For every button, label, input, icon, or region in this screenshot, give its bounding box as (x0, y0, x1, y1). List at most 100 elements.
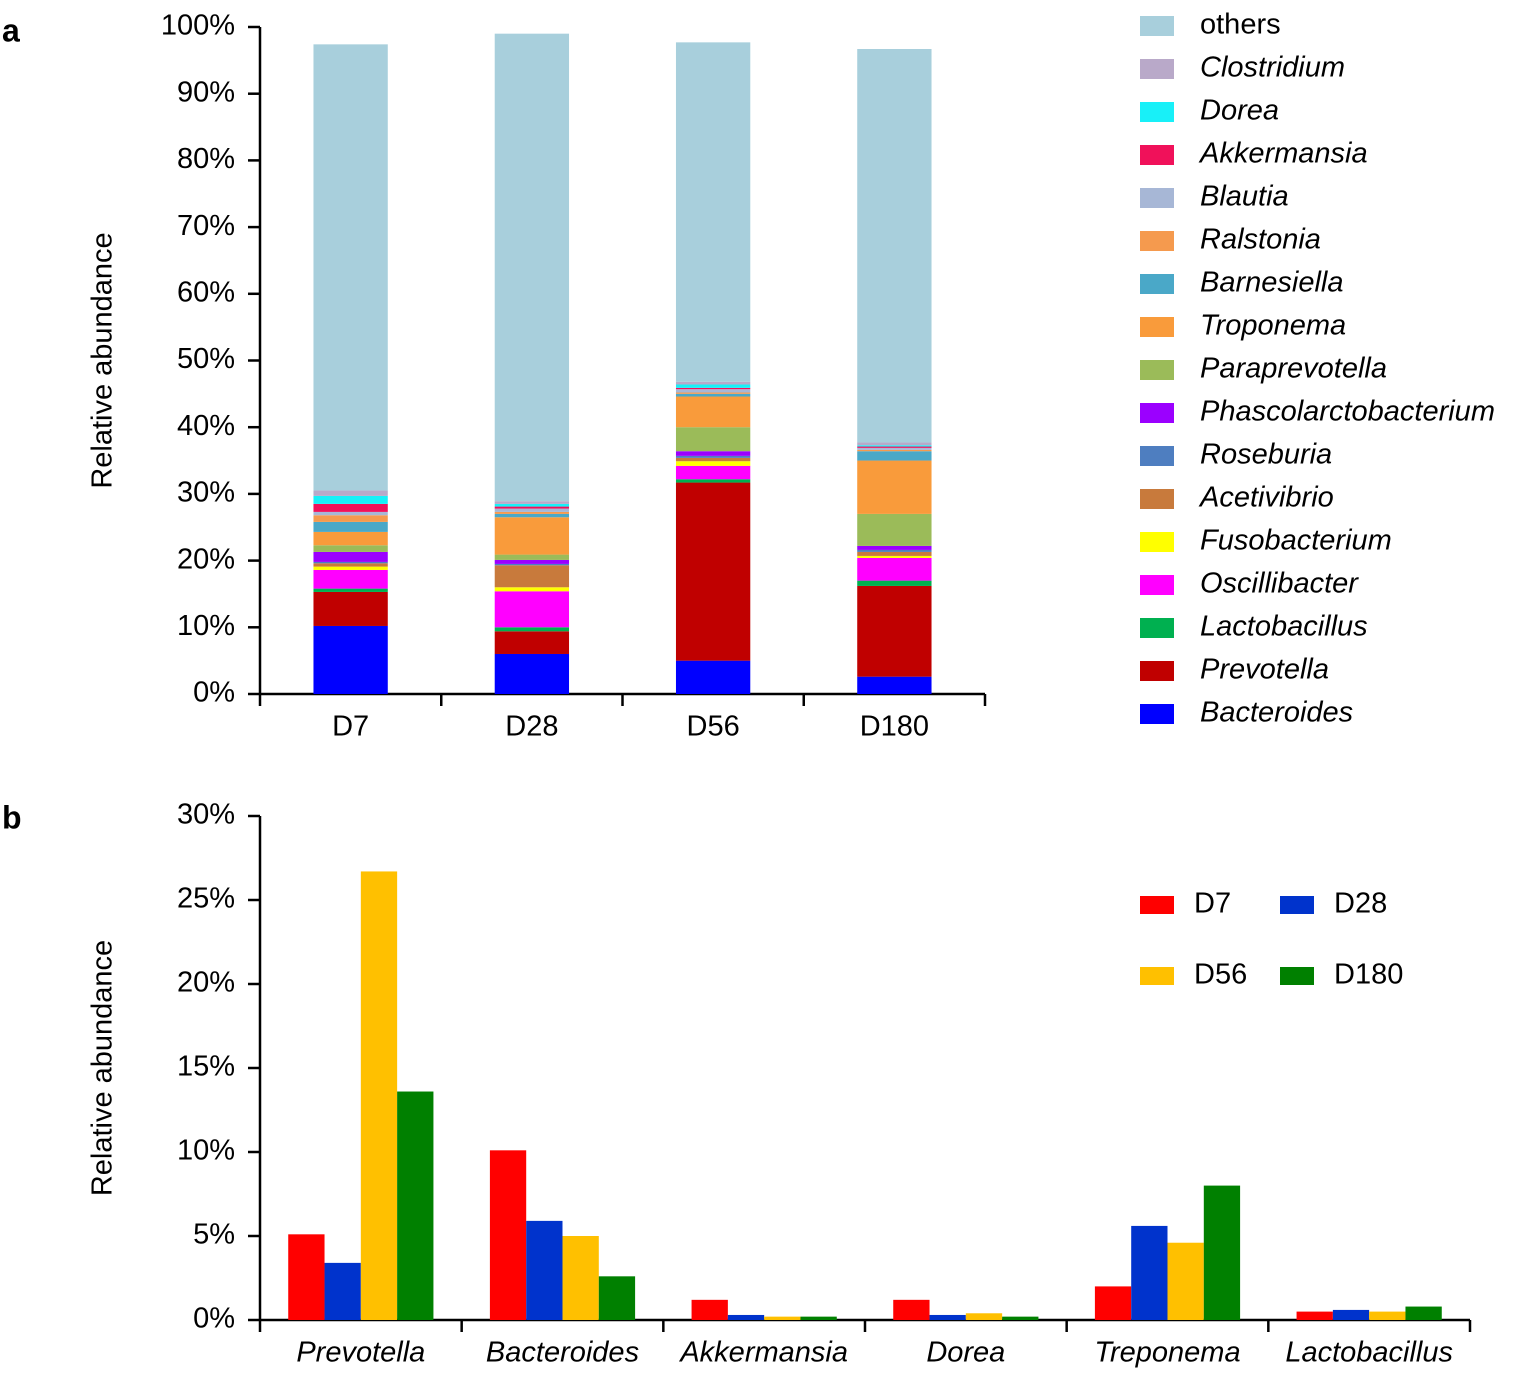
bar-segment (675, 389, 751, 393)
bar-segment (857, 460, 932, 514)
legend-swatch (1140, 704, 1174, 724)
y-tick-label: 0% (193, 1303, 235, 1335)
bar-segment (675, 381, 751, 385)
bar-segment (313, 503, 388, 512)
bar-segment (857, 545, 932, 550)
bar (1203, 1185, 1241, 1320)
x-tick-label: D180 (860, 711, 929, 743)
y-axis-title: Relative abundance (87, 232, 119, 488)
legend-label: Akkermansia (1198, 138, 1368, 170)
bar-segment (857, 585, 932, 677)
bar-segment (313, 545, 388, 552)
bar-segment (313, 566, 388, 570)
bar (288, 1234, 325, 1320)
legend-swatch (1140, 403, 1174, 423)
bar (526, 1220, 563, 1320)
bar-segment (675, 455, 751, 458)
bar (1369, 1311, 1406, 1320)
bar-segment (494, 565, 570, 588)
bar (397, 1091, 434, 1320)
legend-swatch (1140, 317, 1174, 337)
legend-label: Phascolarctobacterium (1200, 396, 1495, 428)
bar (1002, 1316, 1039, 1320)
legend-label: Ralstonia (1200, 224, 1321, 256)
y-tick-label: 10% (177, 610, 235, 642)
bar (489, 1150, 527, 1320)
x-tick-label: Dorea (926, 1337, 1005, 1369)
bar (1131, 1225, 1168, 1320)
bar-segment (494, 517, 570, 555)
bar-segment (313, 563, 388, 567)
bar (324, 1262, 361, 1320)
y-tick-label: 50% (177, 343, 235, 375)
bar-segment (675, 457, 751, 462)
bar-segment (675, 42, 751, 382)
bar-segment (675, 479, 751, 483)
bar-segment (313, 44, 388, 491)
legend-label: Acetivibrio (1198, 482, 1334, 514)
bar-segment (494, 501, 570, 504)
bar (727, 1314, 765, 1320)
bar-segment (857, 549, 932, 552)
bar-segment (857, 451, 932, 461)
bar (929, 1314, 966, 1320)
bar-segment (675, 660, 751, 694)
legend-swatch (1140, 16, 1174, 36)
bar (893, 1299, 930, 1320)
legend-label: D7 (1194, 888, 1231, 920)
bar-segment (494, 653, 570, 694)
bar-segment (675, 465, 751, 480)
y-tick-label: 30% (177, 477, 235, 509)
bar-segment (313, 521, 388, 532)
legend-label: Bacteroides (1200, 697, 1353, 729)
bar-segment (494, 503, 570, 507)
legend-swatch (1140, 231, 1174, 251)
legend-swatch (1140, 661, 1174, 681)
bar (598, 1276, 636, 1320)
legend-label: Barnesiella (1200, 267, 1343, 299)
panel-label: b (2, 799, 22, 835)
bar-segment (857, 513, 932, 546)
legend-swatch (1140, 489, 1174, 509)
y-tick-label: 25% (177, 883, 235, 915)
legend-label: Roseburia (1200, 439, 1332, 471)
legend-label: Clostridium (1200, 52, 1345, 84)
bar-segment (675, 387, 751, 390)
x-tick-label: Prevotella (296, 1337, 425, 1369)
legend-label: D56 (1194, 959, 1247, 991)
bar (360, 871, 398, 1320)
legend-label: Lactobacillus (1200, 611, 1368, 643)
legend-label: Troponema (1200, 310, 1346, 342)
legend-swatch (1140, 446, 1174, 466)
bar (800, 1316, 837, 1320)
bar-segment (857, 551, 932, 556)
bar-segment (494, 506, 570, 509)
bar-segment (675, 393, 751, 397)
legend-label: Blautia (1200, 181, 1289, 213)
y-tick-label: 80% (177, 143, 235, 175)
bar-segment (494, 587, 570, 592)
y-tick-label: 10% (177, 1135, 235, 1167)
bar-segment (857, 49, 932, 443)
x-tick-label: Akkermansia (678, 1337, 848, 1369)
bar-segment (675, 396, 751, 428)
x-tick-label: D56 (687, 711, 740, 743)
bar-segment (857, 445, 932, 447)
bar (562, 1236, 599, 1320)
legend-label: Fusobacterium (1200, 525, 1392, 557)
legend-swatch (1140, 360, 1174, 380)
bar-segment (313, 495, 388, 504)
bar (1405, 1306, 1442, 1320)
bar-segment (675, 461, 751, 466)
y-tick-label: 60% (177, 276, 235, 308)
y-tick-label: 40% (177, 410, 235, 442)
bar-segment (494, 513, 570, 518)
legend-swatch (1140, 618, 1174, 638)
bar-segment (857, 446, 932, 448)
bar (1332, 1309, 1370, 1320)
legend-swatch (1140, 145, 1174, 165)
y-axis-title: Relative abundance (87, 940, 119, 1196)
bar-segment (494, 627, 570, 632)
legend-swatch (1140, 967, 1174, 985)
